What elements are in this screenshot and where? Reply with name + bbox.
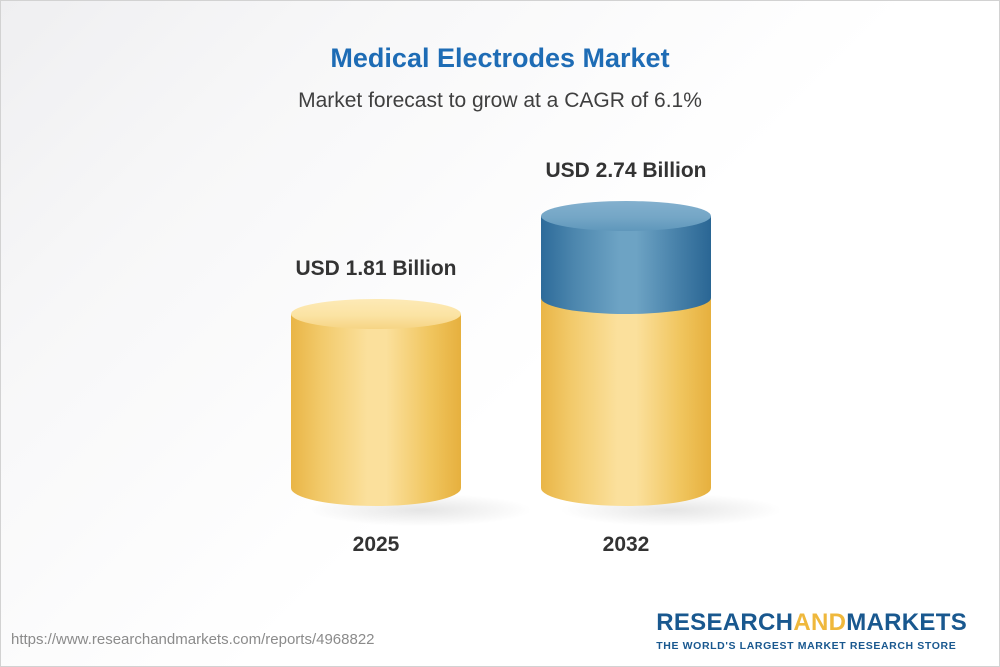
cylinder-top-ellipse-yellow bbox=[291, 299, 461, 329]
logo-tagline: THE WORLD'S LARGEST MARKET RESEARCH STOR… bbox=[656, 640, 957, 652]
bar-group-2032: USD 2.74 Billion 2032 bbox=[541, 1, 786, 666]
bar-value-label-2025: USD 1.81 Billion bbox=[295, 257, 457, 280]
bar-segment-base-2025 bbox=[291, 299, 461, 506]
page-subtitle: Market forecast to grow at a CAGR of 6.1… bbox=[298, 89, 702, 112]
cylinder-top-ellipse-blue bbox=[541, 201, 711, 231]
bar-segment-growth-2032 bbox=[541, 201, 711, 314]
report-url-link[interactable]: https://www.researchandmarkets.com/repor… bbox=[11, 631, 375, 648]
cylinder-2025 bbox=[291, 299, 461, 506]
bar-category-label-2025: 2025 bbox=[352, 533, 400, 556]
bar-group-2025: USD 1.81 Billion 2025 bbox=[291, 1, 536, 666]
logo-word-markets: MARKETS bbox=[846, 609, 967, 636]
logo-wordmark: RESEARCHANDMARKETS bbox=[656, 609, 967, 637]
logo-word-research: RESEARCH bbox=[656, 609, 794, 636]
bar-value-label-2032: USD 2.74 Billion bbox=[545, 159, 707, 182]
logo-researchandmarkets: RESEARCHANDMARKETS THE WORLD'S LARGEST M… bbox=[656, 609, 967, 652]
logo-word-and: AND bbox=[793, 609, 847, 636]
page-title: Medical Electrodes Market bbox=[330, 43, 670, 73]
bar-category-label-2032: 2032 bbox=[602, 533, 650, 556]
cylinder-2032 bbox=[541, 201, 711, 506]
